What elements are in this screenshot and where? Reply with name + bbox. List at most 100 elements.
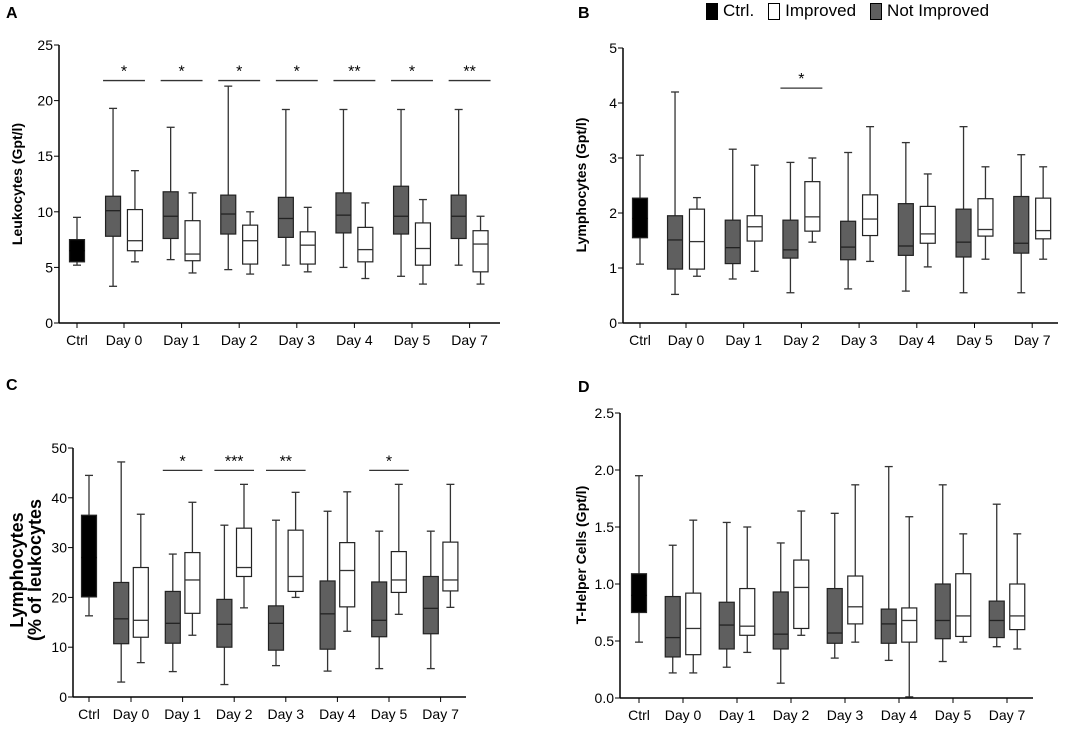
improved-box [414,222,432,266]
not-improved-box [664,595,681,658]
y-tick-label: 1.0 [595,576,615,592]
improved-box [126,208,144,252]
y-tick-label: 30 [51,540,67,556]
not-improved-box [934,583,951,640]
not-improved-box [880,608,897,644]
x-tick-label: Day 2 [221,332,258,348]
ctrl-box [630,573,648,614]
x-tick-label: Ctrl [628,707,650,723]
x-tick-label: Day 1 [725,332,762,348]
legend: Ctrl. Improved Not Improved [706,1,1003,21]
improved-box [977,198,994,237]
y-tick-label: 25 [37,37,53,53]
x-tick-label: Day 3 [268,706,305,722]
not-improved-box [267,605,285,651]
y-tick-label: 10 [37,204,53,220]
x-tick-label: Day 4 [336,332,373,348]
improved-box [287,529,304,593]
y-axis-label-line2: (% of leukocytes [25,499,45,641]
improved-box [132,566,149,638]
significance-marker: * [121,64,127,81]
x-tick-label: Day 7 [451,332,488,348]
x-tick-label: Day 4 [881,707,918,723]
significance-marker: ** [348,64,360,81]
x-tick-label: Day 5 [935,707,972,723]
improved-box [739,587,756,636]
x-tick-label: Day 1 [164,706,201,722]
not-improved-box [335,192,352,234]
legend-swatch-not-improved [870,2,883,20]
improved-box [184,551,201,614]
y-tick-label: 10 [51,639,67,655]
significance-marker: * [386,453,392,470]
improved-box [299,231,316,265]
x-tick-label: Day 2 [216,706,253,722]
panel-letter: D [578,379,590,396]
legend-label: Improved [785,1,857,20]
not-improved-box [392,185,410,235]
not-improved-box [666,215,684,270]
y-tick-label: 5 [45,259,53,275]
significance-marker: * [179,453,185,470]
x-tick-label: Day 3 [841,332,878,348]
not-improved-box [988,600,1005,639]
not-improved-box [826,587,843,644]
not-improved-box [216,598,233,648]
x-tick-label: Day 0 [106,332,143,348]
ctrl-box [80,514,98,598]
y-axis-label: T-Helper Cells (Gpt/l) [573,486,589,624]
x-tick-label: Day 7 [989,707,1026,723]
y-tick-label: 1 [609,260,617,276]
significance-marker: *** [225,453,244,470]
x-tick-label: Ctrl [78,706,100,722]
improved-box [184,220,201,262]
improved-box [357,226,374,263]
y-tick-label: 0.5 [595,633,615,649]
significance-marker: * [294,64,300,81]
not-improved-box [277,196,294,238]
improved-box [235,527,253,578]
improved-box [442,541,459,592]
legend-label: Not Improved [887,1,990,20]
not-improved-box [422,575,439,635]
legend-item-improved: Improved [768,1,856,21]
legend-swatch-improved [768,2,781,20]
improved-box [339,542,356,608]
not-improved-box [104,195,122,237]
not-improved-box [782,219,799,259]
x-tick-label: Day 4 [319,706,356,722]
y-tick-label: 0 [609,315,617,331]
improved-box [688,208,706,270]
y-tick-label: 3 [609,150,617,166]
significance-marker: ** [280,453,292,470]
significance-marker: * [178,64,184,81]
improved-box [847,575,864,625]
panel-letter: B [578,5,590,22]
not-improved-box [113,581,130,645]
panel-letter: A [6,5,18,22]
not-improved-box [840,220,857,261]
y-tick-label: 20 [51,589,67,605]
improved-box [861,194,879,237]
not-improved-box [772,591,789,650]
x-tick-label: Day 0 [113,706,150,722]
improved-box [955,573,972,638]
not-improved-box [319,580,336,650]
significance-marker: * [798,71,804,88]
x-tick-label: Day 7 [1014,332,1051,348]
x-tick-label: Ctrl [66,332,88,348]
improved-box [746,215,763,242]
not-improved-box [371,581,388,638]
improved-box [242,224,259,265]
y-tick-label: 0 [59,689,67,705]
x-tick-label: Day 0 [665,707,702,723]
x-tick-label: Day 3 [827,707,864,723]
y-tick-label: 2.0 [595,462,615,478]
y-tick-label: 50 [51,440,67,456]
improved-box [804,181,821,232]
x-tick-label: Day 3 [279,332,316,348]
legend-item-ctrl: Ctrl. [706,1,754,21]
y-tick-label: 1.5 [595,519,615,535]
y-tick-label: 4 [609,95,617,111]
not-improved-box [897,203,914,256]
